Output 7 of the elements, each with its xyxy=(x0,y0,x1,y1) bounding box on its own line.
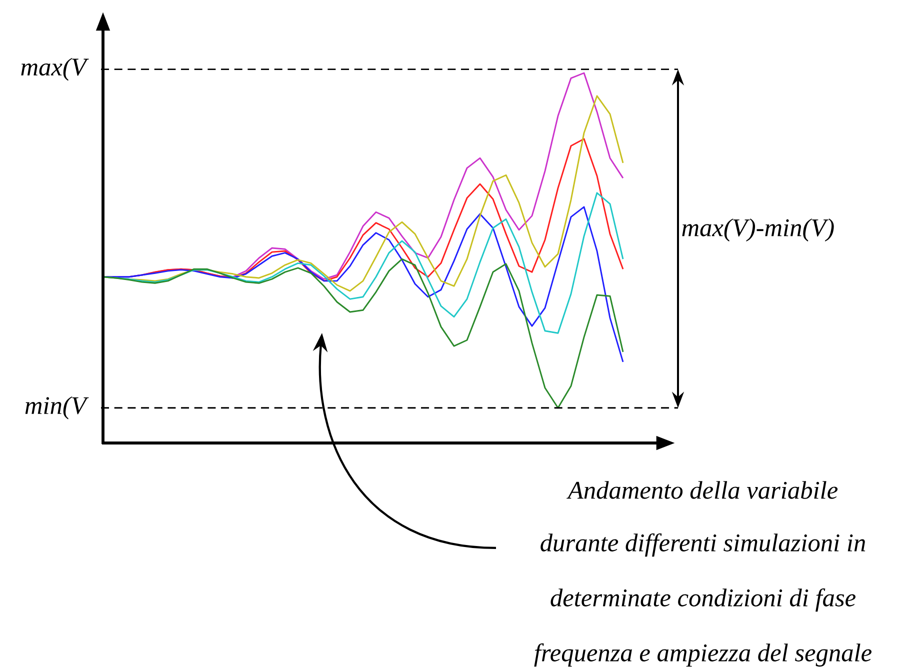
ref-line-label: max(V xyxy=(21,58,89,81)
text: determinate condizioni di fase xyxy=(550,588,856,612)
text: frequenza e ampiezza del segnale xyxy=(534,643,872,667)
ref-line-label: min(V xyxy=(25,396,89,420)
text: max(V)-min(V) xyxy=(682,218,834,242)
text: durante differenti simulazioni in xyxy=(540,533,866,557)
text: Andamento della variabile xyxy=(566,481,838,499)
